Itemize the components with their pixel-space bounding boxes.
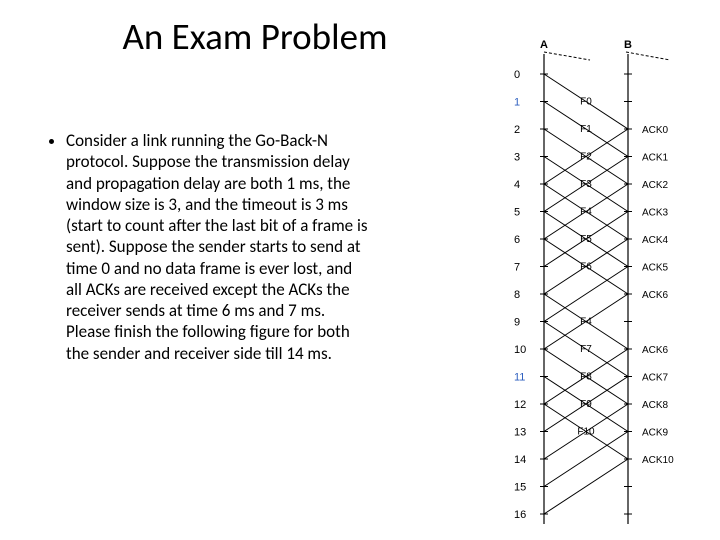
ack-label: ACK1 [642, 153, 669, 164]
time-label: 1 [514, 97, 520, 109]
ack-arrow [544, 432, 628, 487]
ack-arrow [544, 459, 628, 514]
ack-arrow [544, 267, 628, 322]
body-text-block: Consider a link running the Go-Back-N pr… [48, 130, 368, 364]
time-label: 10 [514, 344, 526, 356]
time-label: 6 [514, 234, 520, 246]
top-dash [626, 52, 670, 60]
endpoint-a-label: A [540, 40, 548, 51]
ack-label: ACK10 [642, 455, 674, 466]
time-label: 12 [514, 399, 526, 411]
ack-label: ACK0 [642, 125, 669, 136]
endpoint-b-label: B [624, 40, 632, 51]
slide-title: An Exam Problem [0, 14, 510, 59]
time-label: 8 [514, 289, 520, 301]
frame-label: F0 [580, 97, 592, 108]
ack-label: ACK6 [642, 345, 669, 356]
frame-label: F7 [580, 344, 592, 355]
time-label: 2 [514, 124, 520, 136]
ack-label: ACK7 [642, 373, 669, 384]
ack-label: ACK6 [642, 290, 669, 301]
ack-label: ACK2 [642, 180, 669, 191]
bullet-item: Consider a link running the Go-Back-N pr… [66, 130, 368, 364]
time-label: 15 [514, 482, 526, 494]
time-label: 9 [514, 317, 520, 329]
ack-label: ACK5 [642, 263, 669, 274]
ack-label: ACK3 [642, 208, 669, 219]
time-label: 13 [514, 427, 526, 439]
time-label: 16 [514, 509, 526, 521]
time-label: 3 [514, 152, 520, 164]
time-label: 5 [514, 207, 520, 219]
top-dash [544, 52, 590, 60]
slide: An Exam Problem Consider a link running … [0, 0, 720, 540]
frame-label: F1 [580, 124, 592, 135]
time-label: 14 [514, 454, 526, 466]
ack-label: ACK9 [642, 428, 669, 439]
time-label: 11 [514, 372, 525, 384]
time-label: 4 [514, 179, 520, 191]
ack-label: ACK8 [642, 400, 669, 411]
protocol-diagram: AB012345678910111213141516F0F1F2F3F4F5F6… [510, 40, 710, 530]
time-label: 0 [514, 69, 520, 81]
time-label: 7 [514, 262, 520, 274]
ack-label: ACK4 [642, 235, 669, 246]
